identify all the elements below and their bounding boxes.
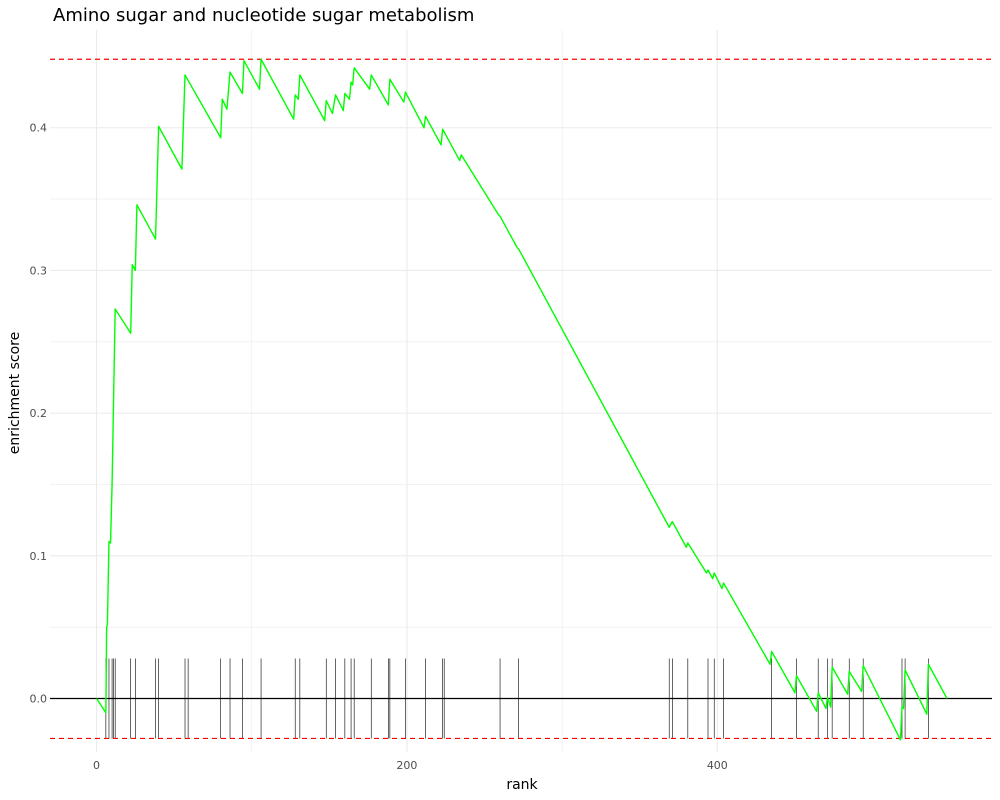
x-tick-label: 0 — [93, 759, 100, 772]
curve-layer — [95, 58, 948, 741]
grid-major — [50, 30, 992, 752]
x-tick-label: 200 — [396, 759, 417, 772]
y-tick-labels: 0.0 0.1 0.2 0.3 0.4 — [30, 122, 48, 706]
y-axis-title: enrichment score — [7, 332, 23, 454]
chart-title: Amino sugar and nucleotide sugar metabol… — [53, 5, 474, 26]
x-tick-label: 400 — [707, 759, 728, 772]
reference-lines — [50, 58, 992, 740]
y-tick-label: 0.3 — [30, 264, 48, 277]
grid-minor — [50, 30, 992, 752]
x-tick-labels: 0 200 400 — [93, 759, 728, 772]
y-tick-label: 0.1 — [30, 550, 48, 563]
y-tick-label: 0.2 — [30, 407, 48, 420]
y-tick-label: 0.4 — [30, 122, 48, 135]
enrichment-curve — [95, 58, 948, 741]
x-axis-title: rank — [506, 777, 538, 793]
y-tick-label: 0.0 — [30, 692, 48, 705]
